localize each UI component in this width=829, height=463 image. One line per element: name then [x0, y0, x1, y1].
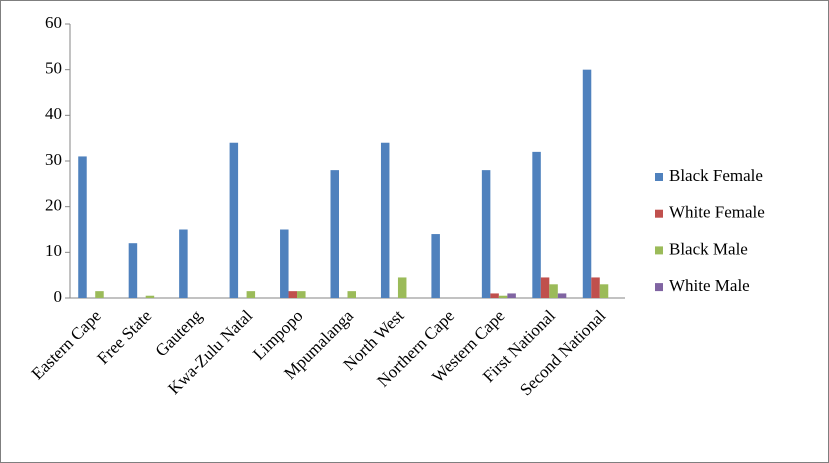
bar [397, 277, 407, 298]
bar [431, 234, 440, 298]
bar [599, 284, 609, 298]
legend-swatch [655, 246, 663, 255]
bar [549, 284, 558, 298]
y-tick-label: 50 [45, 59, 62, 78]
bar [330, 170, 339, 298]
legend-label: Black Female [669, 166, 763, 185]
bar [380, 142, 390, 298]
y-tick-label: 20 [45, 196, 62, 215]
y-tick-label: 40 [45, 104, 62, 123]
legend-label: White Female [669, 203, 765, 222]
y-tick-label: 30 [45, 150, 62, 169]
legend-swatch [655, 209, 663, 218]
bar [145, 295, 155, 298]
bar [280, 229, 289, 298]
y-tick-label: 60 [45, 13, 62, 32]
legend-label: White Male [669, 276, 750, 295]
bar [297, 291, 306, 298]
bar [532, 151, 541, 298]
bar [557, 293, 567, 298]
bar [507, 293, 516, 298]
legend-label: Black Male [669, 239, 748, 258]
bar [288, 291, 298, 298]
bar [95, 291, 104, 298]
bar [347, 291, 356, 298]
bar [481, 170, 491, 298]
bar [246, 291, 256, 298]
y-tick-label: 10 [45, 241, 62, 260]
bar [128, 243, 138, 298]
bar [540, 277, 550, 298]
bar [498, 295, 508, 298]
y-tick-label: 0 [54, 287, 63, 306]
bar [591, 277, 600, 298]
bar [179, 229, 188, 298]
bar [490, 293, 499, 298]
bar [229, 142, 239, 298]
legend-swatch [655, 173, 663, 181]
bar [582, 69, 592, 299]
legend-swatch [655, 283, 663, 292]
bar [78, 156, 87, 298]
